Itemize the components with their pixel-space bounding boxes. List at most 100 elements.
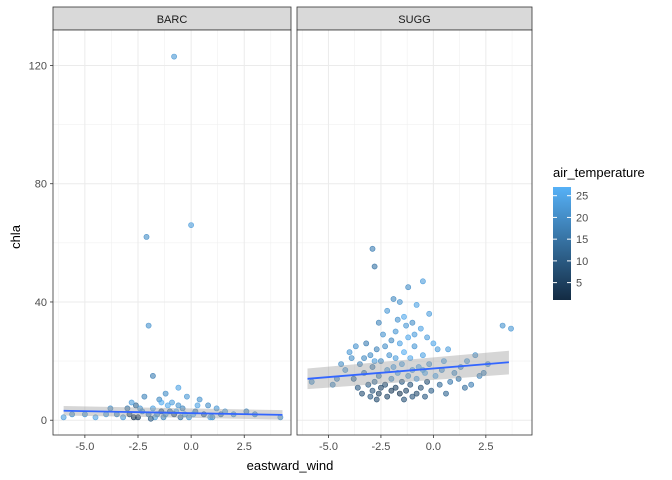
x-tick-label: -2.5 — [371, 441, 390, 453]
data-point — [401, 313, 407, 320]
data-point — [411, 331, 418, 338]
x-axis-title: eastward_wind — [247, 458, 334, 473]
facet-strip-label: SUGG — [398, 14, 430, 26]
data-point — [445, 346, 451, 353]
panel-border — [52, 29, 292, 436]
data-point — [432, 372, 439, 379]
data-point — [348, 355, 355, 361]
data-point — [419, 352, 426, 359]
data-point — [143, 233, 150, 240]
data-point — [407, 381, 414, 388]
data-point — [461, 384, 468, 391]
data-point — [382, 381, 388, 388]
data-point — [363, 340, 370, 347]
data-point — [468, 381, 475, 388]
data-point — [388, 387, 395, 394]
data-point — [375, 390, 382, 397]
trend-line — [63, 409, 283, 416]
data-point — [422, 393, 428, 400]
data-point — [175, 402, 182, 409]
panel-background — [297, 30, 532, 435]
facet-strip-label: BARC — [157, 14, 188, 26]
data-point — [390, 364, 397, 370]
panels-layer: BARC -5.0 -2.5 0.0 2.5 0 40 80 120 SUGG -5.0 -2.5 0.… — [29, 6, 533, 453]
data-point — [149, 372, 156, 379]
data-point — [194, 402, 201, 409]
legend-tick-label: 15 — [576, 234, 588, 246]
legend-title: air_temperature — [553, 165, 645, 180]
data-point — [147, 415, 154, 422]
data-point — [141, 393, 148, 400]
data-point — [130, 414, 137, 421]
data-point — [128, 399, 135, 406]
data-point — [177, 414, 184, 421]
data-point — [384, 393, 391, 400]
data-point — [92, 414, 99, 421]
data-point — [145, 322, 152, 329]
x-tick-label: -2.5 — [129, 441, 148, 453]
data-point — [120, 414, 126, 421]
data-point — [413, 301, 420, 308]
data-point — [149, 405, 156, 412]
data-point — [476, 372, 483, 379]
data-point — [472, 352, 479, 359]
data-point — [407, 355, 414, 361]
legend-tick-label: 25 — [576, 191, 588, 203]
data-point — [405, 372, 412, 379]
data-point — [338, 361, 344, 367]
data-point — [396, 340, 403, 347]
data-point — [175, 384, 182, 391]
data-point — [405, 334, 412, 341]
trend-line — [307, 361, 509, 380]
data-point — [346, 349, 353, 356]
data-point — [388, 375, 395, 382]
data-point — [186, 414, 192, 421]
data-point — [464, 358, 470, 364]
y-tick-label: 0 — [41, 415, 47, 427]
data-point — [382, 343, 388, 350]
legend-tick-label: 20 — [576, 212, 588, 224]
data-point — [60, 414, 67, 421]
data-point — [371, 378, 378, 385]
data-point — [390, 296, 397, 302]
data-point — [392, 355, 399, 361]
x-tick-label: 0.0 — [426, 441, 441, 453]
data-point — [373, 346, 380, 353]
data-point — [160, 414, 167, 421]
y-tick-label: 80 — [35, 179, 47, 191]
y-tick-label: 120 — [29, 60, 47, 72]
data-point — [375, 319, 382, 326]
data-point — [447, 378, 454, 385]
data-point — [205, 402, 211, 409]
data-point — [388, 337, 395, 344]
data-point — [367, 393, 374, 400]
data-point — [398, 361, 405, 367]
data-point — [171, 53, 177, 60]
data-point — [430, 340, 437, 347]
color-legend: air_temperature 5 10 15 20 25 — [553, 165, 645, 300]
data-point — [413, 390, 420, 397]
data-point — [367, 352, 374, 359]
panel-border — [296, 29, 533, 436]
data-point — [401, 396, 407, 403]
y-tick-label: 40 — [35, 297, 47, 309]
data-point — [417, 384, 424, 391]
data-point — [164, 402, 171, 409]
legend-tick-label: 10 — [576, 256, 588, 268]
data-point — [158, 399, 165, 406]
x-tick-label: 2.5 — [478, 441, 493, 453]
data-point — [342, 367, 349, 373]
data-point — [424, 378, 430, 385]
data-point — [403, 322, 409, 329]
data-point — [369, 245, 376, 252]
data-point — [373, 396, 380, 403]
data-point — [384, 307, 391, 314]
legend-ticks: 5 10 15 20 25 — [553, 191, 588, 290]
x-tick-label: -5.0 — [75, 441, 94, 453]
data-point — [426, 310, 433, 317]
panel-background — [53, 30, 291, 435]
data-point — [377, 384, 384, 391]
legend-colorbar — [553, 187, 571, 300]
data-point — [369, 364, 376, 370]
